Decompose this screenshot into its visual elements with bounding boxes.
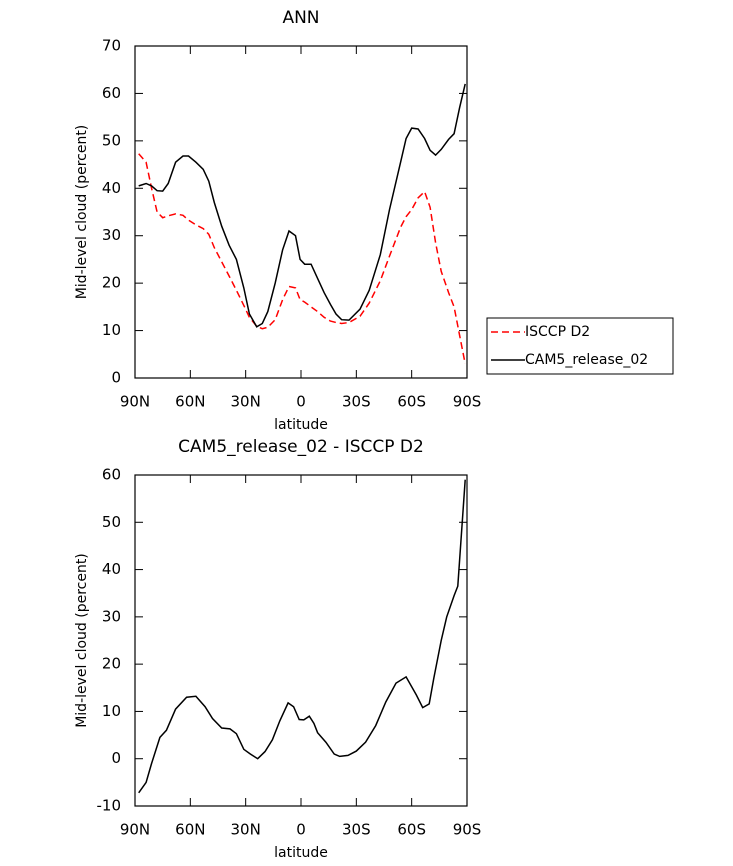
legend-label: CAM5_release_02 <box>525 352 648 368</box>
y-tick-label: 50 <box>102 513 121 531</box>
x-tick-label: 60S <box>397 393 426 411</box>
x-tick-label: 60S <box>397 821 426 839</box>
chart-title: ANN <box>282 8 319 28</box>
x-axis-label: latitude <box>274 417 328 433</box>
y-tick-label: 10 <box>102 702 121 720</box>
x-tick-label: 60N <box>175 393 205 411</box>
chart-title: CAM5_release_02 - ISCCP D2 <box>178 437 424 457</box>
y-tick-label: 30 <box>102 226 121 244</box>
data-line <box>138 479 466 794</box>
y-tick-label: 40 <box>102 179 121 197</box>
y-tick-label: 50 <box>102 131 121 149</box>
x-tick-label: 90N <box>120 821 150 839</box>
plot-frame <box>134 45 468 379</box>
y-tick-label: 40 <box>102 560 121 578</box>
y-tick-label: 0 <box>111 369 121 387</box>
y-tick-label: 60 <box>102 84 121 102</box>
y-axis-label: Mid-level cloud (percent) <box>74 553 90 728</box>
y-tick-label: 70 <box>102 37 121 55</box>
legend-box <box>486 317 674 375</box>
y-tick-label: 60 <box>102 466 121 484</box>
y-tick-label: -10 <box>97 797 122 815</box>
y-axis-label: Mid-level cloud (percent) <box>74 125 90 300</box>
x-tick-label: 30S <box>342 393 371 411</box>
x-tick-label: 0 <box>296 821 306 839</box>
y-tick-label: 30 <box>102 607 121 625</box>
x-tick-label: 30S <box>342 821 371 839</box>
y-tick-label: 20 <box>102 274 121 292</box>
x-tick-label: 30N <box>231 821 261 839</box>
x-axis-label: latitude <box>274 845 328 861</box>
x-tick-label: 30N <box>231 393 261 411</box>
x-tick-label: 90S <box>453 821 482 839</box>
data-line <box>138 153 466 364</box>
y-tick-label: 20 <box>102 655 121 673</box>
legend-label: ISCCP D2 <box>525 324 590 340</box>
y-tick-label: 10 <box>102 321 121 339</box>
x-tick-label: 90N <box>120 393 150 411</box>
x-tick-label: 60N <box>175 821 205 839</box>
x-tick-label: 0 <box>296 393 306 411</box>
plot-frame <box>134 474 468 807</box>
x-tick-label: 90S <box>453 393 482 411</box>
data-line <box>138 83 466 328</box>
y-tick-label: 0 <box>111 749 121 767</box>
